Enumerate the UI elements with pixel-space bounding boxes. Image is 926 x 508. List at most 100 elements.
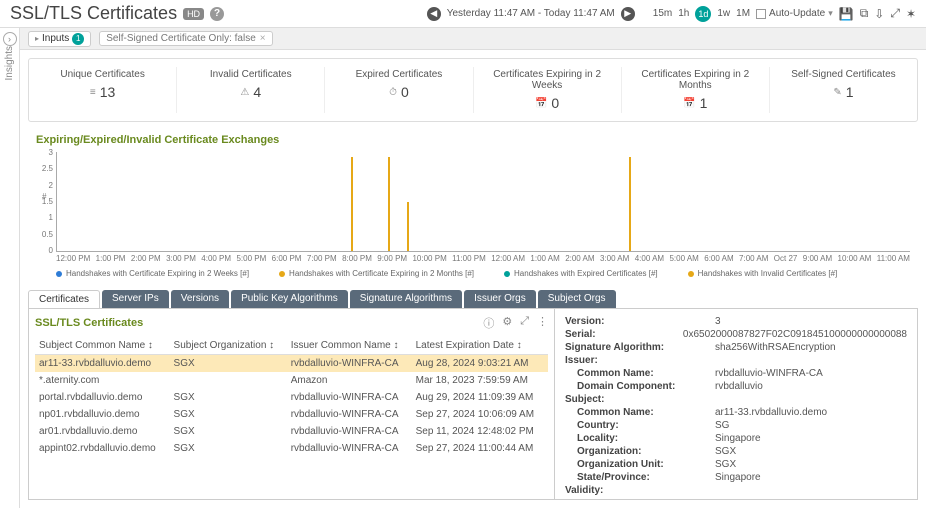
time-range-label[interactable]: Yesterday 11:47 AM - Today 11:47 AM bbox=[447, 8, 615, 19]
auto-update-toggle[interactable]: Auto-Update ▾ bbox=[756, 8, 833, 19]
tab-certificates[interactable]: Certificates bbox=[28, 290, 100, 308]
expand-icon[interactable]: ⤢ bbox=[890, 6, 900, 21]
table-cell: appint02.rvbdalluvio.demo bbox=[35, 440, 170, 457]
range-1d-active[interactable]: 1d bbox=[695, 6, 711, 22]
chart-bar[interactable] bbox=[407, 202, 409, 252]
info-icon[interactable]: ⓘ bbox=[483, 315, 494, 331]
detail-key: Common Name: bbox=[565, 407, 715, 418]
tab-public-key-algorithms[interactable]: Public Key Algorithms bbox=[231, 290, 348, 308]
chart-area[interactable]: 32.521.510.50 # bbox=[56, 152, 910, 252]
stat-icon: ⚠ bbox=[240, 87, 249, 98]
table-row[interactable]: np01.rvbdalluvio.demoSGXrvbdalluvio-WINF… bbox=[35, 406, 548, 423]
time-next-button[interactable]: ▶ bbox=[621, 7, 635, 21]
time-prev-button[interactable]: ◀ bbox=[427, 7, 441, 21]
detail-row: Country:SG bbox=[565, 419, 907, 432]
insights-expand-icon[interactable]: › bbox=[3, 32, 17, 46]
filter-chip-label: Self-Signed Certificate Only: false bbox=[106, 33, 256, 44]
gear-icon[interactable]: ⚙ bbox=[502, 315, 512, 331]
stat-value: ≡13 bbox=[90, 84, 115, 100]
range-15m[interactable]: 15m bbox=[653, 8, 672, 19]
chart-bar[interactable] bbox=[388, 157, 390, 251]
chevron-down-icon[interactable]: ▾ bbox=[828, 8, 833, 19]
legend-item[interactable]: Handshakes with Invalid Certificates [#] bbox=[688, 269, 838, 278]
column-header[interactable]: Subject Common Name ↕ bbox=[35, 337, 170, 355]
table-row[interactable]: portal.rvbdalluvio.demoSGXrvbdalluvio-WI… bbox=[35, 389, 548, 406]
x-axis-labels: 12:00 PM1:00 PM2:00 PM3:00 PM4:00 PM5:00… bbox=[56, 254, 910, 263]
table-row[interactable]: appint02.rvbdalluvio.demoSGXrvbdalluvio-… bbox=[35, 440, 548, 457]
panel-row: SSL/TLS Certificates ⓘ ⚙ ⤢ ⋮ Subject Com… bbox=[28, 308, 918, 500]
tab-issuer-orgs[interactable]: Issuer Orgs bbox=[464, 290, 536, 308]
x-tick: 10:00 AM bbox=[838, 254, 872, 263]
stat-label: Certificates Expiring in 2 Weeks bbox=[478, 69, 617, 91]
chart-bar[interactable] bbox=[629, 157, 631, 251]
stat-card[interactable]: Certificates Expiring in 2 Months 📅1 bbox=[622, 67, 770, 113]
filter-chip-self-signed[interactable]: Self-Signed Certificate Only: false × bbox=[99, 31, 272, 46]
help-icon[interactable]: ? bbox=[210, 7, 224, 21]
legend-label: Handshakes with Expired Certificates [#] bbox=[514, 269, 658, 278]
column-header[interactable]: Subject Organization ↕ bbox=[170, 337, 287, 355]
x-tick: 9:00 PM bbox=[377, 254, 407, 263]
tab-signature-algorithms[interactable]: Signature Algorithms bbox=[350, 290, 462, 308]
table-cell: portal.rvbdalluvio.demo bbox=[35, 389, 170, 406]
detail-row: Signature Algorithm:sha256WithRSAEncrypt… bbox=[565, 341, 907, 354]
column-header[interactable]: Latest Expiration Date ↕ bbox=[412, 337, 548, 355]
detail-value: SGX bbox=[715, 446, 907, 457]
table-cell: ar11-33.rvbdalluvio.demo bbox=[35, 355, 170, 373]
x-tick: 8:00 PM bbox=[342, 254, 372, 263]
table-cell: SGX bbox=[170, 389, 287, 406]
table-row[interactable]: ar11-33.rvbdalluvio.demoSGXrvbdalluvio-W… bbox=[35, 355, 548, 373]
table-row[interactable]: ar01.rvbdalluvio.demoSGXrvbdalluvio-WINF… bbox=[35, 423, 548, 440]
copy-icon[interactable]: ⧉ bbox=[860, 6, 869, 21]
range-1h[interactable]: 1h bbox=[678, 8, 689, 19]
x-tick: 11:00 PM bbox=[452, 254, 486, 263]
table-cell: rvbdalluvio-WINFRA-CA bbox=[287, 423, 412, 440]
close-icon[interactable]: × bbox=[260, 33, 266, 44]
stat-value: ✎1 bbox=[833, 84, 853, 100]
detail-value: rvbdalluvio bbox=[715, 381, 907, 392]
legend-item[interactable]: Handshakes with Certificate Expiring in … bbox=[279, 269, 474, 278]
detail-row: State/Province:Singapore bbox=[565, 471, 907, 484]
legend-item[interactable]: Handshakes with Expired Certificates [#] bbox=[504, 269, 658, 278]
detail-key: Locality: bbox=[565, 433, 715, 444]
chart-bar[interactable] bbox=[351, 157, 353, 251]
more-icon[interactable]: ⋮ bbox=[537, 315, 548, 331]
inputs-caret: ▸ bbox=[35, 34, 39, 43]
tab-versions[interactable]: Versions bbox=[171, 290, 229, 308]
table-row[interactable]: *.aternity.comAmazonMar 18, 2023 7:59:59… bbox=[35, 372, 548, 389]
insights-rail[interactable]: › Insights bbox=[0, 28, 20, 508]
table-cell: rvbdalluvio-WINFRA-CA bbox=[287, 406, 412, 423]
stat-card[interactable]: Expired Certificates ⏱0 bbox=[325, 67, 473, 113]
stat-card[interactable]: Certificates Expiring in 2 Weeks 📅0 bbox=[474, 67, 622, 113]
fullscreen-icon[interactable]: ⤢ bbox=[520, 315, 529, 331]
y-axis-unit: # bbox=[42, 192, 46, 201]
detail-value: sha256WithRSAEncryption bbox=[715, 342, 907, 353]
column-header[interactable]: Issuer Common Name ↕ bbox=[287, 337, 412, 355]
detail-key: Signature Algorithm: bbox=[565, 342, 715, 353]
legend-dot bbox=[56, 271, 62, 277]
auto-update-checkbox[interactable] bbox=[756, 9, 766, 19]
range-1w[interactable]: 1w bbox=[717, 8, 730, 19]
tab-server-ips[interactable]: Server IPs bbox=[102, 290, 169, 308]
table-cell: SGX bbox=[170, 440, 287, 457]
range-1M[interactable]: 1M bbox=[736, 8, 750, 19]
legend-label: Handshakes with Certificate Expiring in … bbox=[66, 269, 249, 278]
stat-card[interactable]: Invalid Certificates ⚠4 bbox=[177, 67, 325, 113]
table-cell: rvbdalluvio-WINFRA-CA bbox=[287, 355, 412, 373]
stat-card[interactable]: Unique Certificates ≡13 bbox=[29, 67, 177, 113]
save-icon[interactable]: 💾 bbox=[839, 7, 854, 21]
table-panel-icons: ⓘ ⚙ ⤢ ⋮ bbox=[483, 315, 548, 331]
detail-row: Domain Component:rvbdalluvio bbox=[565, 380, 907, 393]
stat-icon: ⏱ bbox=[389, 87, 397, 98]
inputs-count: 1 bbox=[72, 33, 84, 45]
stat-card[interactable]: Self-Signed Certificates ✎1 bbox=[770, 67, 917, 113]
legend-dot bbox=[279, 271, 285, 277]
table-cell: *.aternity.com bbox=[35, 372, 170, 389]
inputs-button[interactable]: ▸ Inputs 1 bbox=[28, 31, 91, 47]
tab-subject-orgs[interactable]: Subject Orgs bbox=[538, 290, 616, 308]
chart-title: Expiring/Expired/Invalid Certificate Exc… bbox=[36, 134, 910, 146]
stat-value: ⚠4 bbox=[240, 84, 261, 100]
download-icon[interactable]: ⇩ bbox=[874, 7, 884, 21]
detail-key: Version: bbox=[565, 316, 715, 327]
settings-icon[interactable]: ✶ bbox=[906, 7, 916, 21]
legend-item[interactable]: Handshakes with Certificate Expiring in … bbox=[56, 269, 249, 278]
